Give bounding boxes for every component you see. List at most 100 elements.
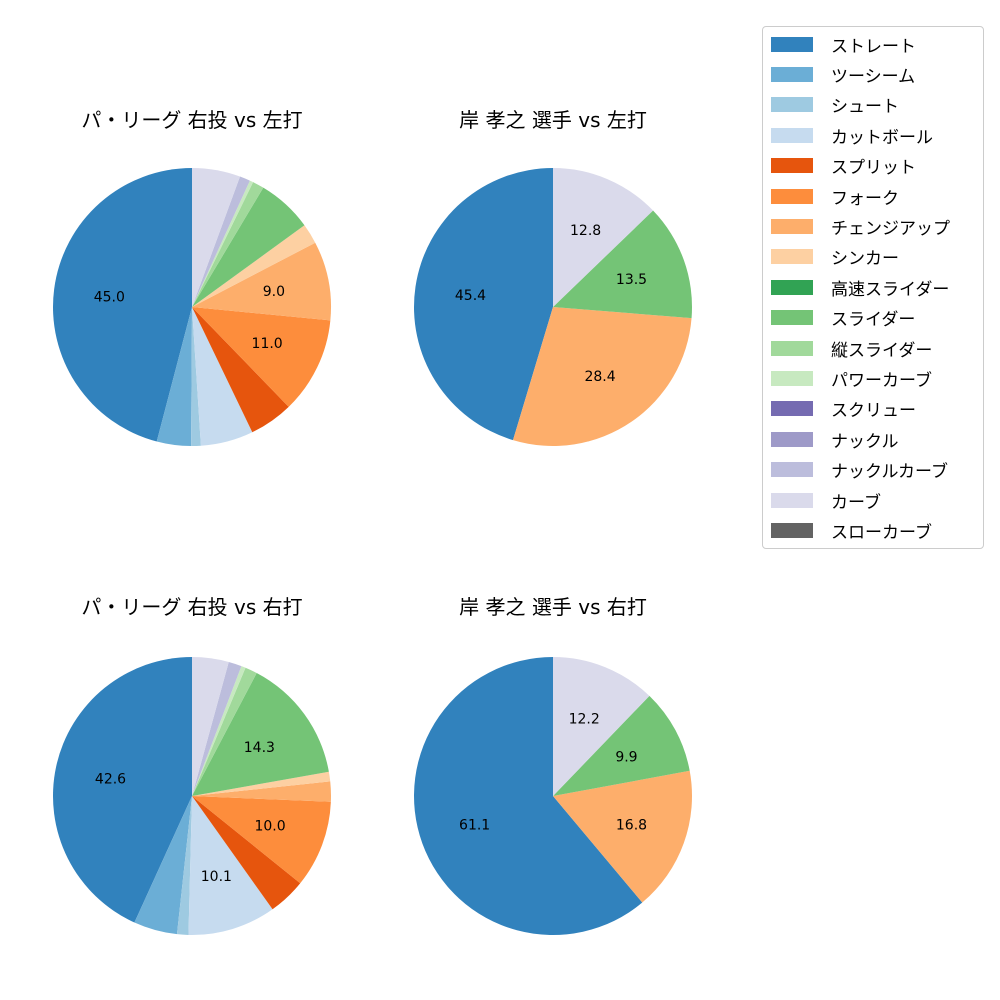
legend-label: シュート	[831, 97, 899, 118]
pie-slice	[192, 307, 331, 407]
legend-swatch	[771, 401, 813, 417]
chart-title-4: 岸 孝之 選手 vs 右打	[459, 595, 647, 619]
pie-slice	[192, 168, 241, 307]
slice-label: 45.0	[94, 289, 125, 305]
pie-slice	[192, 667, 257, 796]
legend-label: スクリュー	[831, 401, 916, 422]
legend-item: チェンジアップ	[771, 215, 950, 239]
legend-swatch	[771, 249, 813, 265]
legend-label: パワーカーブ	[831, 370, 932, 391]
pie-slice	[553, 770, 693, 903]
legend-item: ストレート	[771, 33, 916, 57]
pie-slice	[192, 657, 229, 796]
legend-label: ナックルカーブ	[831, 462, 948, 483]
legend-swatch	[771, 218, 813, 234]
legend-label: 高速スライダー	[831, 279, 950, 300]
legend-swatch	[771, 522, 813, 538]
slice-label: 12.8	[570, 223, 601, 239]
pie-slice	[192, 672, 329, 796]
pie-slice	[192, 666, 246, 796]
legend-label: ツーシーム	[831, 66, 916, 87]
pie-slice	[192, 307, 289, 433]
legend-item: スローカーブ	[771, 519, 932, 543]
legend-item: シュート	[771, 94, 899, 118]
pie-slice	[513, 307, 692, 446]
legend-label: チェンジアップ	[831, 218, 950, 239]
legend-swatch	[771, 462, 813, 478]
pie-slice	[192, 796, 331, 884]
legend-swatch	[771, 97, 813, 113]
legend-item: スライダー	[771, 307, 916, 331]
pie-slice	[553, 168, 654, 307]
legend-label: シンカー	[831, 249, 899, 270]
pie-slice	[192, 225, 316, 307]
slice-label: 9.9	[615, 750, 637, 766]
legend-label: スプリット	[831, 158, 916, 179]
legend-item: 縦スライダー	[771, 337, 933, 361]
legend-item: フォーク	[771, 185, 899, 209]
legend-swatch	[771, 66, 813, 82]
pie-slice	[192, 781, 331, 802]
legend-label: 縦スライダー	[831, 340, 933, 361]
legend-swatch	[771, 36, 813, 52]
legend-item: 高速スライダー	[771, 276, 950, 300]
slice-label: 61.1	[459, 817, 490, 833]
pie-slice	[192, 180, 254, 307]
slice-label: 14.3	[244, 740, 275, 756]
chart-title-3: パ・リーグ 右投 vs 右打	[81, 595, 303, 619]
pie-slice	[53, 168, 192, 442]
legend-swatch	[771, 279, 813, 295]
slice-label: 16.8	[616, 817, 647, 833]
legend-label: ストレート	[831, 36, 916, 57]
pie-slice	[192, 176, 250, 307]
pie-slice	[553, 695, 690, 796]
slice-label: 42.6	[95, 771, 126, 787]
pie-slice	[53, 657, 193, 923]
slice-label: 12.2	[569, 712, 600, 728]
legend-item: パワーカーブ	[771, 367, 932, 391]
pie-slice	[413, 168, 553, 441]
legend-swatch	[771, 370, 813, 386]
pie-slice	[192, 242, 331, 321]
pie-slice	[553, 657, 650, 796]
legend-swatch	[771, 158, 813, 174]
pie-slice	[134, 796, 192, 935]
pie-slice	[192, 187, 305, 307]
slice-label: 10.0	[254, 818, 285, 834]
slice-label: 13.5	[616, 272, 647, 288]
pie-slice	[192, 796, 301, 910]
legend-item: シンカー	[771, 246, 899, 270]
legend-swatch	[771, 127, 813, 143]
legend: ストレートツーシームシュートカットボール スプリットフォークチェンジアップ シンカー…	[762, 26, 984, 549]
chart-title-2: 岸 孝之 選手 vs 左打	[459, 108, 647, 132]
legend-item: カットボール	[771, 124, 933, 148]
legend-label: カーブ	[831, 492, 881, 513]
slice-label: 9.0	[263, 284, 285, 300]
pie-slice	[176, 796, 192, 935]
legend-label: ナックル	[831, 431, 899, 452]
legend-item: スクリュー	[771, 398, 916, 422]
pie-slice	[192, 307, 253, 446]
legend-item: ナックル	[771, 428, 899, 452]
legend-item: スプリット	[771, 155, 916, 179]
legend-swatch	[771, 310, 813, 326]
slice-label: 28.4	[584, 369, 615, 385]
pie-slice	[192, 182, 264, 307]
legend-label: フォーク	[831, 188, 899, 209]
pie-slice	[192, 661, 242, 796]
legend-item: ナックルカーブ	[771, 459, 948, 483]
legend-label: スライダー	[831, 310, 916, 331]
legend-swatch	[771, 340, 813, 356]
pie-slice	[192, 771, 331, 796]
legend-item: カーブ	[771, 489, 881, 513]
slice-label: 45.4	[455, 288, 486, 304]
legend-label: カットボール	[831, 127, 933, 148]
slice-label: 11.0	[252, 336, 283, 352]
pie-slice	[156, 307, 192, 446]
pie-slice	[188, 796, 273, 935]
pie-slice	[191, 307, 201, 446]
